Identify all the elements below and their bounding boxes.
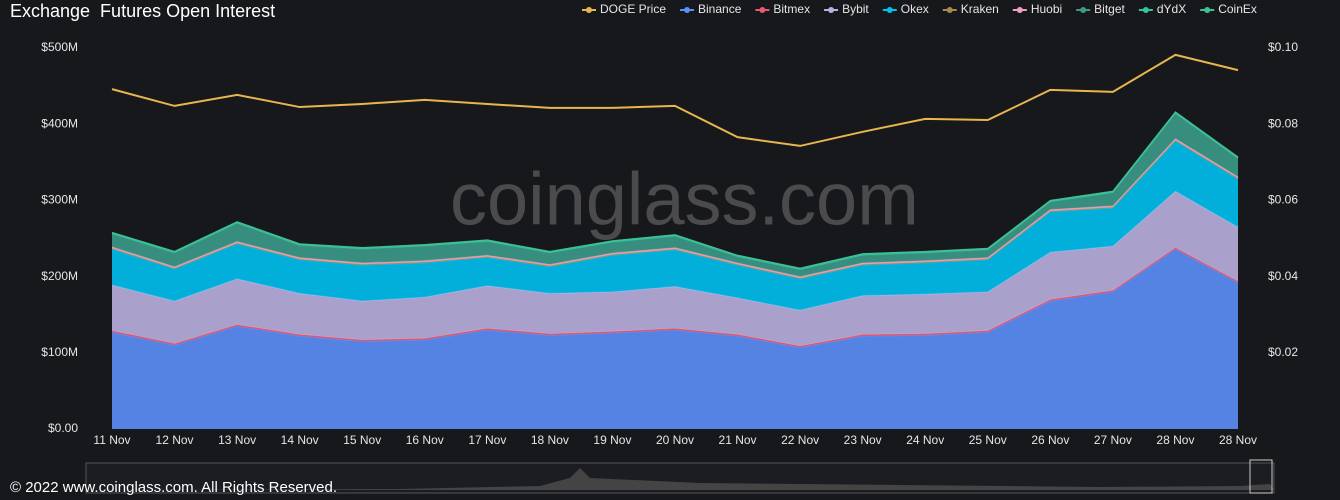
x-tick-label: 24 Nov	[906, 433, 944, 447]
slider-handle[interactable]	[1249, 459, 1273, 494]
legend-label: Bitget	[1094, 2, 1125, 16]
legend-label: Binance	[698, 2, 742, 16]
y2-tick-label: $0.06	[1268, 193, 1298, 207]
y-tick-label: $400M	[41, 116, 78, 130]
x-tick-label: 13 Nov	[218, 433, 256, 447]
legend-icon-dot	[759, 7, 766, 13]
x-tick-label: 15 Nov	[343, 433, 381, 447]
x-tick-label: 28 Nov	[1219, 433, 1257, 447]
price-line	[111, 53, 1239, 147]
legend-item[interactable]: Huobi	[1012, 2, 1062, 16]
legend-icon-dot	[1204, 7, 1211, 13]
y-tick-label: $300M	[41, 193, 78, 207]
legend-icon-dot	[1016, 7, 1023, 13]
legend-label: Okex	[901, 2, 929, 16]
legend-item[interactable]: Binance	[680, 2, 742, 16]
legend-item[interactable]: dYdX	[1138, 2, 1186, 16]
x-tick-label: 11 Nov	[93, 433, 130, 447]
legend-label: DOGE Price	[600, 2, 666, 16]
legend-icon-dot	[828, 7, 835, 13]
legend-label: Bybit	[842, 2, 869, 16]
x-tick-label: 18 Nov	[531, 433, 569, 447]
y-tick-label: $100M	[41, 345, 78, 359]
range-slider[interactable]	[85, 459, 1275, 494]
legend-icon-dot	[1142, 7, 1149, 13]
legend-icon-dot	[886, 7, 893, 13]
footer: © 2022 www.coinglass.com. All Rights Res…	[10, 479, 337, 496]
legend-label: Huobi	[1031, 2, 1062, 16]
chart-title: Exchange Futures Open Interest	[10, 1, 275, 21]
area	[112, 249, 1238, 429]
slider-preview	[86, 468, 1274, 490]
legend-label: CoinEx	[1218, 2, 1257, 16]
y2-tick-label: $0.08	[1268, 116, 1298, 130]
x-tick-label: 20 Nov	[656, 433, 694, 447]
x-tick-label: 27 Nov	[1094, 433, 1132, 447]
legend-label: Kraken	[961, 2, 999, 16]
area	[112, 140, 1238, 311]
legend-item[interactable]: DOGE Price	[582, 2, 666, 16]
x-tick-label: 16 Nov	[406, 433, 444, 447]
y2-tick-label: $0.02	[1268, 345, 1298, 359]
plot-area	[111, 53, 1239, 429]
area	[112, 191, 1238, 346]
legend-item[interactable]: Bitmex	[755, 2, 810, 16]
x-tick-label: 21 Nov	[719, 433, 757, 447]
legend-icon-dot	[946, 7, 953, 13]
y-tick-label: $200M	[41, 269, 78, 283]
area-edge	[111, 111, 1239, 269]
legend-item[interactable]: Kraken	[942, 2, 999, 16]
legend-item[interactable]: Bitget	[1076, 2, 1126, 16]
x-tick-label: 19 Nov	[593, 433, 631, 447]
x-tick-label: 23 Nov	[844, 433, 882, 447]
legend-item[interactable]: CoinEx	[1200, 2, 1257, 16]
x-tick-label: 25 Nov	[969, 433, 1007, 447]
y-tick-label: $500M	[41, 40, 78, 54]
legend-label: Bitmex	[773, 2, 810, 16]
legend-item[interactable]: Okex	[882, 2, 929, 16]
x-tick-label: 28 Nov	[1156, 433, 1194, 447]
legend-item[interactable]: Bybit	[824, 2, 869, 16]
legend-icon-dot	[1080, 7, 1087, 13]
y2-tick-label: $0.10	[1268, 40, 1298, 54]
area	[112, 113, 1238, 277]
y-tick-label: $0.00	[48, 421, 78, 435]
x-tick-label: 26 Nov	[1031, 433, 1069, 447]
x-tick-label: 17 Nov	[468, 433, 506, 447]
legend-label: dYdX	[1157, 2, 1186, 16]
legend: DOGE Price Binance Bitmex Bybit Okex Kraken Hu…	[582, 2, 1257, 16]
x-tick-label: 12 Nov	[156, 433, 194, 447]
x-tick-label: 22 Nov	[781, 433, 819, 447]
x-tick-label: 14 Nov	[281, 433, 319, 447]
y2-tick-label: $0.04	[1268, 269, 1298, 283]
watermark: coinglass.com	[450, 158, 919, 241]
legend-icon-dot	[586, 7, 592, 13]
legend-icon-dot	[684, 7, 691, 13]
